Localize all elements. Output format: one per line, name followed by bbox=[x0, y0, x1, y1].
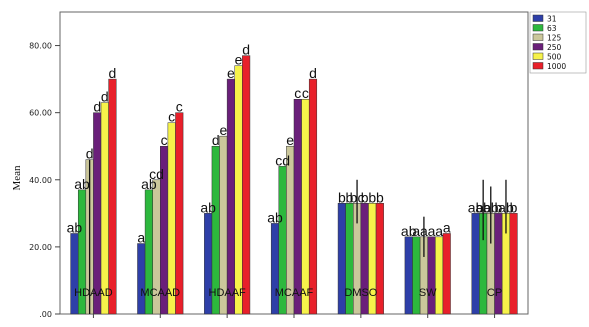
significance-letter: d bbox=[309, 65, 317, 81]
significance-letter: c bbox=[176, 99, 183, 115]
significance-letter: e bbox=[227, 65, 235, 81]
significance-letter: a bbox=[443, 219, 451, 235]
significance-letter: ab bbox=[483, 199, 499, 215]
category-label-sw: SW bbox=[419, 287, 437, 299]
bar-mcaaf-1000 bbox=[308, 78, 318, 315]
legend-swatch-63 bbox=[532, 24, 544, 32]
bar-hdaad-250 bbox=[93, 112, 102, 315]
y-axis: .00 20.00 40.00 60.00 80.00 bbox=[29, 42, 60, 319]
significance-letter: ab bbox=[200, 199, 216, 215]
significance-letter: d bbox=[86, 146, 94, 162]
legend-label-31: 31 bbox=[547, 15, 557, 24]
bar-cp-1000 bbox=[509, 213, 518, 315]
significance-letter: ab bbox=[267, 209, 283, 225]
bar-mcaad-1000 bbox=[175, 112, 184, 315]
bar-hdaad-500 bbox=[100, 102, 109, 315]
legend-swatch-31 bbox=[532, 14, 544, 22]
category-label-hdaad: HDAAD bbox=[74, 287, 113, 299]
legend-label-250: 250 bbox=[547, 43, 562, 52]
legend-label-1000: 1000 bbox=[547, 62, 566, 71]
significance-letter: ab bbox=[74, 176, 90, 192]
category-label-mcaaf: MCAAF bbox=[275, 287, 314, 299]
significance-letter: b bbox=[376, 189, 384, 205]
significance-letter: a bbox=[137, 230, 145, 246]
significance-letter: bc bbox=[350, 189, 365, 205]
bar-hdaaf-1000 bbox=[242, 55, 251, 315]
category-label-dmso: DMSO bbox=[344, 287, 377, 299]
significance-letter: d bbox=[242, 42, 250, 58]
significance-letter: e bbox=[286, 132, 294, 148]
significance-letter: a bbox=[420, 223, 428, 239]
significance-letter: a bbox=[435, 223, 443, 239]
error-bars bbox=[88, 159, 507, 314]
bar-mcaad-31 bbox=[137, 243, 146, 315]
significance-letter: d bbox=[212, 132, 220, 148]
bar-sw-250 bbox=[427, 236, 436, 315]
legend-label-500: 500 bbox=[547, 53, 562, 62]
category-labels: HDAAD MCAAD HDAAF MCAAF DMSO SW CP bbox=[74, 287, 502, 318]
legend-swatch-1000 bbox=[532, 62, 544, 70]
bar-mcaaf-500 bbox=[301, 98, 310, 315]
significance-letter: c bbox=[168, 109, 175, 125]
bar-hdaaf-500 bbox=[234, 65, 243, 315]
significance-letter: b bbox=[510, 199, 518, 215]
bar-sw-63 bbox=[412, 236, 421, 315]
bar-sw-1000 bbox=[442, 233, 451, 315]
bar-sw-500 bbox=[435, 236, 444, 315]
significance-letter: a bbox=[428, 223, 436, 239]
significance-letter: b bbox=[346, 189, 354, 205]
bar-sw-31 bbox=[404, 236, 413, 315]
significance-letter: ab bbox=[498, 199, 514, 215]
legend-swatch-500 bbox=[532, 52, 544, 60]
significance-letter: c bbox=[161, 132, 168, 148]
bar-mcaaf-31 bbox=[270, 223, 280, 315]
y-tick-label: 80.00 bbox=[29, 42, 52, 51]
category-label-hdaaf: HDAAF bbox=[209, 287, 247, 299]
legend-swatch-125 bbox=[532, 33, 544, 41]
y-tick-label: 60.00 bbox=[29, 109, 52, 118]
y-tick-label: 40.00 bbox=[29, 176, 52, 185]
significance-letter: e bbox=[219, 122, 227, 138]
significance-letter: cd bbox=[149, 166, 164, 182]
significance-letter: e bbox=[235, 52, 243, 68]
bar-hdaaf-250 bbox=[226, 78, 235, 315]
significance-letter: ab bbox=[468, 199, 484, 215]
bar-dmso-1000 bbox=[375, 203, 384, 315]
significance-letter: c bbox=[302, 85, 309, 101]
significance-letter: ab bbox=[475, 199, 491, 215]
bar-hdaad-1000 bbox=[108, 78, 117, 315]
bar-series bbox=[70, 55, 518, 315]
category-label-cp: CP bbox=[487, 287, 502, 299]
bar-hdaad-31 bbox=[70, 233, 79, 315]
bar-mcaad-500 bbox=[167, 122, 176, 315]
significance-letter: ab bbox=[67, 219, 83, 235]
significance-letter: cd bbox=[275, 152, 290, 168]
bar-cp-31 bbox=[471, 213, 480, 315]
significance-letter: b bbox=[494, 199, 502, 215]
y-tick-label: 20.00 bbox=[29, 243, 52, 252]
significance-letter: b bbox=[361, 189, 369, 205]
legend-label-125: 125 bbox=[547, 34, 562, 43]
significance-letter: b bbox=[368, 189, 376, 205]
y-axis-title: Mean bbox=[11, 165, 23, 191]
significance-letter: ab bbox=[141, 176, 157, 192]
category-label-mcaad: MCAAD bbox=[140, 287, 180, 299]
y-tick-label: .00 bbox=[39, 310, 52, 319]
legend-label-63: 63 bbox=[547, 24, 557, 33]
bar-mcaaf-250 bbox=[293, 98, 302, 315]
significance-letter: a bbox=[412, 223, 420, 239]
legend-swatch-250 bbox=[532, 43, 544, 51]
significance-letter: b bbox=[338, 189, 346, 205]
significance-letter: d bbox=[109, 65, 117, 81]
significance-letter: d bbox=[93, 99, 101, 115]
significance-letter: d bbox=[101, 89, 109, 105]
significance-letter: c bbox=[294, 85, 301, 101]
significance-letter: ab bbox=[401, 223, 417, 239]
